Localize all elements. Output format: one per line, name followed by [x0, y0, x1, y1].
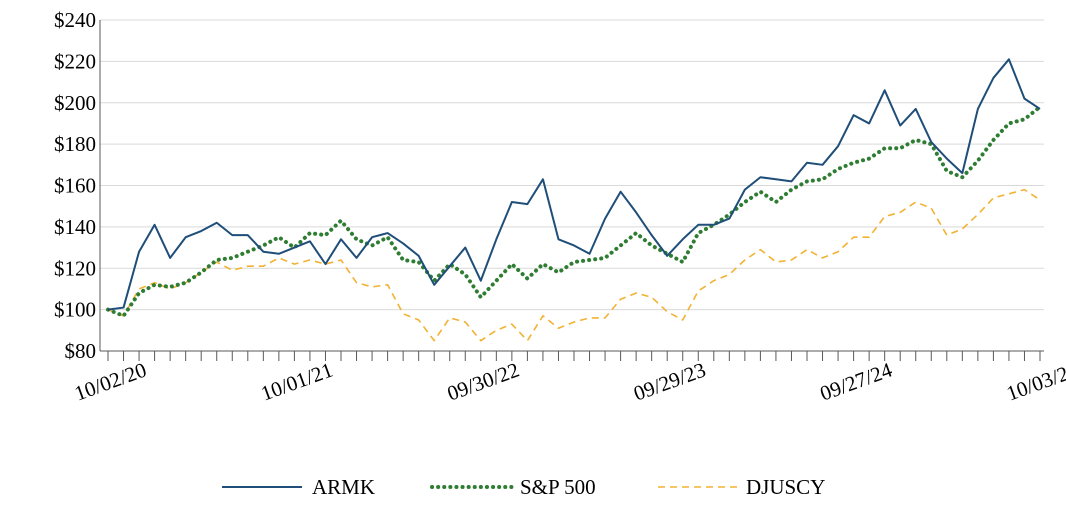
y-tick-label: $120: [54, 256, 96, 280]
legend-label: DJUSCY: [746, 475, 825, 499]
axes: [99, 20, 1044, 361]
y-tick-label: $180: [54, 132, 96, 156]
legend: ARMK S&P 500 DJUSCY: [222, 475, 825, 499]
legend-label: ARMK: [312, 475, 375, 499]
y-tick-label: $100: [54, 298, 96, 322]
series-line-djuscy: [107, 188, 1041, 342]
series-line-armk: [107, 58, 1041, 311]
y-tick-label: $200: [54, 91, 96, 115]
series-lines: [106, 58, 1042, 342]
y-tick-label: $80: [65, 339, 97, 363]
y-tick-labels: $80 $100 $120 $140 $160 $180 $200 $220 $240: [54, 8, 96, 363]
x-tick-label: 10/01/21: [258, 358, 336, 406]
x-tick-label: 10/03/25: [1003, 358, 1066, 406]
series-line-s-p-500: [106, 104, 1042, 318]
legend-label: S&P 500: [520, 475, 596, 499]
y-tick-label: $140: [54, 215, 96, 239]
x-tick-label: 09/27/24: [817, 357, 896, 405]
y-tick-label: $240: [54, 8, 96, 32]
gridlines: [100, 19, 1044, 311]
x-tick-label: 09/30/22: [444, 358, 522, 406]
y-tick-label: $160: [54, 174, 96, 198]
y-tick-label: $220: [54, 49, 96, 73]
x-tick-labels: 10/02/20 10/01/21 09/30/22 09/29/23 09/27/24…: [71, 357, 1066, 405]
x-tick-label: 10/02/20: [71, 358, 149, 406]
x-tick-label: 09/29/23: [630, 358, 708, 406]
